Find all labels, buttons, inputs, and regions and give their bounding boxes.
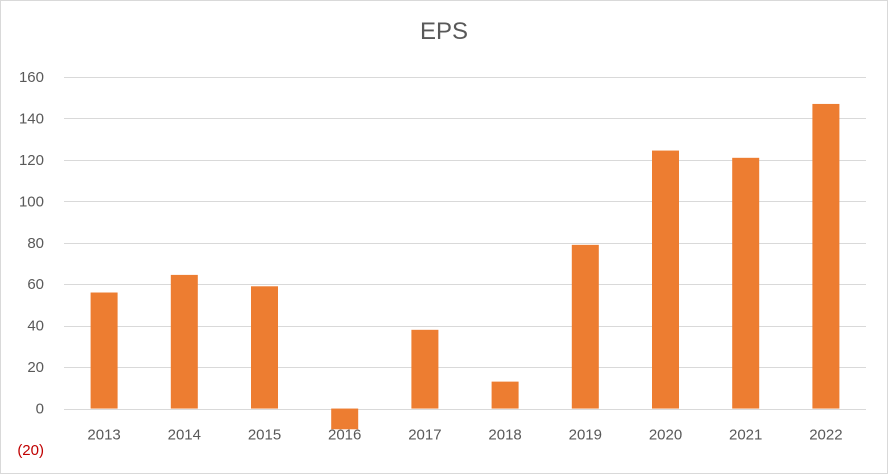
- y-axis-ticks: 160 140 120 100 80 60 40 20 0 (20): [17, 69, 44, 459]
- chart-title: EPS: [419, 18, 469, 45]
- x-axis-ticks: 2013 2014 2015 2016 2017 2018 2019 2020 2021 2022: [87, 427, 842, 444]
- y-tick-label: 60: [27, 276, 44, 293]
- y-tick-label: 0: [36, 401, 44, 418]
- x-tick-label: 2017: [408, 427, 441, 444]
- x-tick-label: 2014: [168, 427, 201, 444]
- y-tick-label: 140: [19, 110, 44, 127]
- bar-2019: [571, 244, 599, 409]
- bar-2022: [812, 103, 840, 409]
- y-tick-label: 80: [27, 235, 44, 252]
- bar-2021: [732, 157, 760, 409]
- bar-2017: [411, 329, 439, 409]
- y-tick-label: 160: [19, 69, 44, 86]
- x-tick-label: 2016: [328, 427, 361, 444]
- y-tick-label: 100: [19, 193, 44, 210]
- x-tick-label: 2015: [248, 427, 281, 444]
- bar-2016: [331, 408, 359, 430]
- x-tick-label: 2020: [649, 427, 682, 444]
- bar-2015: [251, 286, 278, 409]
- bar-2013: [90, 292, 118, 409]
- x-tick-label: 2021: [729, 427, 762, 444]
- y-tick-label: 40: [27, 318, 44, 335]
- x-tick-label: 2019: [569, 427, 602, 444]
- y-tick-label: 20: [27, 359, 44, 376]
- x-tick-label: 2022: [809, 427, 842, 444]
- bar-2020: [652, 150, 679, 409]
- bars: [90, 103, 840, 430]
- x-tick-label: 2018: [488, 427, 521, 444]
- y-tick-label: (20): [17, 442, 44, 459]
- y-tick-label: 120: [19, 152, 44, 169]
- x-tick-label: 2013: [87, 427, 120, 444]
- bar-2018: [491, 381, 519, 409]
- bar-2014: [170, 274, 198, 409]
